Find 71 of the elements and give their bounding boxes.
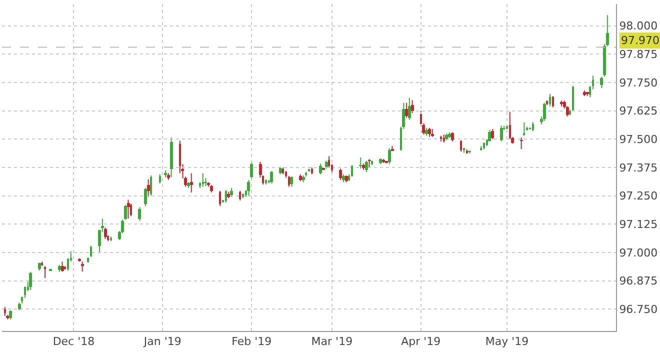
candlestick	[451, 132, 454, 142]
candlestick	[549, 93, 551, 107]
candlestick	[127, 199, 130, 220]
candlestick	[500, 125, 503, 142]
candlestick	[270, 170, 273, 184]
y-tick-label: 97.750	[619, 76, 658, 90]
y-tick-label: 97.500	[619, 133, 658, 146]
candlestick	[509, 111, 511, 140]
candlestick	[388, 148, 391, 165]
candlestick	[428, 127, 431, 138]
candlestick	[543, 102, 546, 122]
candlestick	[520, 137, 523, 150]
y-tick-label: 97.375	[619, 161, 658, 174]
x-tick-label: Jan '19	[142, 335, 182, 348]
candlestick	[339, 168, 342, 180]
candlestick	[488, 130, 491, 142]
candlestick	[202, 172, 204, 188]
candlestick	[219, 190, 221, 207]
y-tick-label: 96.750	[619, 303, 658, 316]
candlestick	[44, 266, 46, 279]
candlestick	[405, 102, 408, 118]
candlestick	[225, 190, 227, 204]
x-tick-label: Apr '19	[401, 335, 441, 348]
candlestick	[288, 175, 290, 188]
candlestick	[9, 310, 12, 320]
text: 97.970	[621, 34, 660, 47]
candlestick	[359, 157, 362, 170]
candlestick	[351, 164, 353, 178]
candlestick	[572, 85, 574, 112]
candlestick	[29, 271, 32, 290]
y-tick-label: 97.125	[619, 218, 658, 232]
candlestick	[239, 190, 241, 201]
y-tick-label: 97.250	[619, 190, 658, 203]
candlestick	[408, 97, 411, 120]
candlestick	[290, 176, 293, 188]
candlestick	[130, 203, 132, 217]
candlestick	[144, 187, 147, 207]
candlestick	[552, 96, 554, 108]
candlestick	[319, 163, 322, 175]
candlestick	[491, 128, 494, 140]
y-tick-label: 97.625	[619, 104, 658, 118]
candlestick	[600, 76, 603, 89]
candlestick	[328, 156, 330, 168]
candlestick	[365, 160, 368, 173]
candlestick	[4, 306, 6, 317]
y-tick-label: 97.000	[619, 246, 658, 260]
candlestick	[81, 261, 84, 272]
candlestick	[90, 245, 92, 258]
candlestick	[411, 100, 414, 114]
y-tick-label: 97.875	[619, 48, 658, 61]
candlestick	[61, 261, 64, 272]
candlestick	[230, 187, 233, 198]
candlestick	[138, 206, 141, 222]
candlestick	[159, 174, 161, 184]
candlestick	[460, 140, 462, 152]
candlestick	[190, 172, 193, 193]
x-tick-label: Feb '19	[232, 335, 272, 348]
y-tick-label: 96.875	[619, 274, 658, 288]
candlestick	[250, 160, 253, 180]
candlestick	[24, 286, 26, 298]
candlestick	[532, 122, 534, 132]
candlestick	[247, 179, 250, 196]
x-tick-label: Mar '19	[311, 335, 353, 348]
candlestick	[523, 122, 525, 136]
candlestick	[104, 227, 107, 240]
y-tick-label: 98.000	[619, 20, 658, 33]
candlestick	[147, 178, 150, 198]
x-tick-label: May '19	[485, 335, 529, 348]
x-tick-label: Dec '18	[52, 335, 95, 348]
candlestick	[150, 174, 152, 196]
candlestick	[124, 204, 127, 220]
